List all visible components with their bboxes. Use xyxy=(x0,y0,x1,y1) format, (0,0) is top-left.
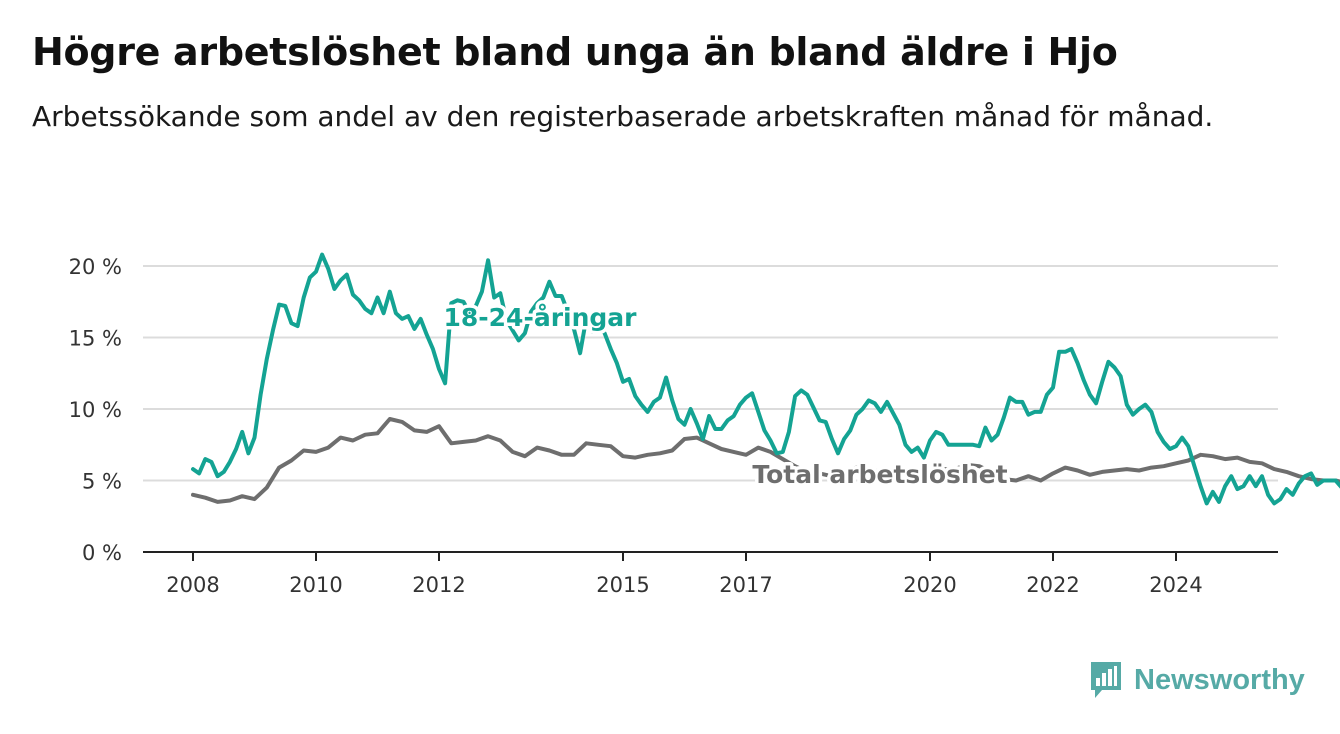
x-tick-label: 2017 xyxy=(719,573,772,597)
chart-subtitle: Arbetssökande som andel av den registerb… xyxy=(32,100,1214,133)
series-lines xyxy=(191,252,1340,506)
y-tick-label: 10 % xyxy=(69,398,122,422)
x-tick-label: 2008 xyxy=(166,573,219,597)
series-label-young: 18-24-åringar xyxy=(444,303,638,332)
gridlines xyxy=(143,265,1278,553)
x-tick-label: 2020 xyxy=(903,573,956,597)
bar-chart-logo-icon xyxy=(1091,662,1121,698)
y-tick-label: 5 % xyxy=(82,470,122,494)
series-line-total xyxy=(191,417,1340,504)
y-tick-label: 20 % xyxy=(69,255,122,279)
brand-name: Newsworthy xyxy=(1134,663,1305,696)
y-axis-ticks: 0 % 5 % 10 % 15 % 20 % xyxy=(69,255,122,565)
x-tick-label: 2022 xyxy=(1026,573,1079,597)
y-tick-label: 15 % xyxy=(69,327,122,351)
y-tick-label: 0 % xyxy=(82,541,122,565)
series-label-total: Total arbetslöshet xyxy=(752,460,1007,489)
x-axis-ticks: 2008 2010 2012 2015 2017 2020 2022 2024 xyxy=(166,552,1203,597)
x-tick-label: 2015 xyxy=(596,573,649,597)
x-tick-label: 2024 xyxy=(1149,573,1202,597)
chart-title: Högre arbetslöshet bland unga än bland ä… xyxy=(32,30,1118,74)
x-tick-label: 2010 xyxy=(289,573,342,597)
brand-logo: Newsworthy xyxy=(1088,660,1305,700)
x-tick-label: 2012 xyxy=(412,573,465,597)
series-line-young xyxy=(191,252,1340,506)
